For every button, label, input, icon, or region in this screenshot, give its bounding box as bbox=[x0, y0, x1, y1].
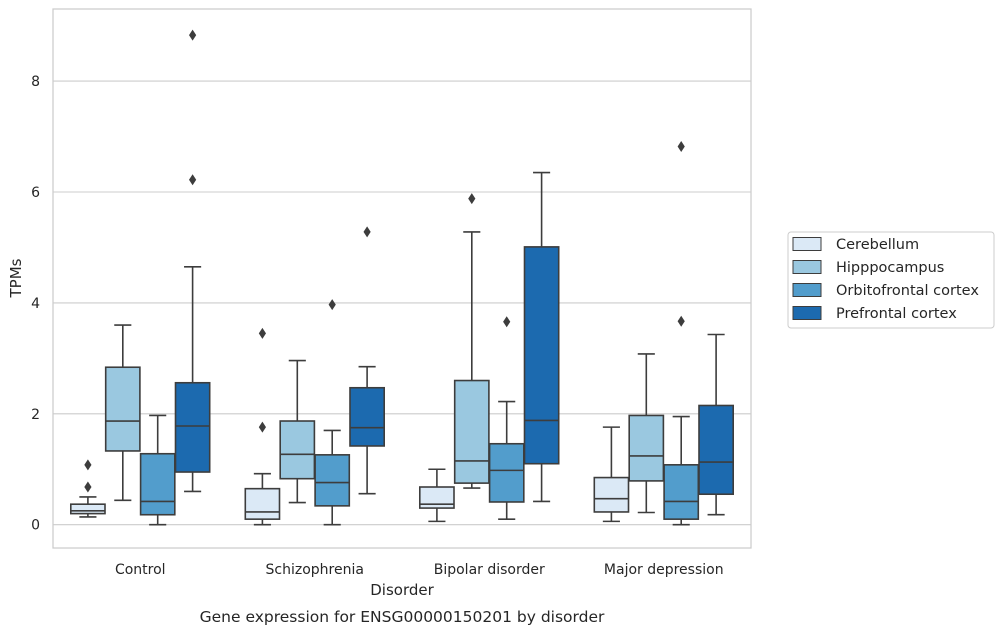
box-group bbox=[698, 333, 735, 516]
box-body bbox=[69, 503, 106, 515]
outlier-point bbox=[677, 315, 685, 327]
legend-label: Cerebellum bbox=[836, 237, 919, 253]
outlier-point bbox=[84, 459, 92, 471]
chart-caption: Gene expression for ENSG00000150201 by d… bbox=[200, 608, 605, 626]
outlier-point bbox=[677, 141, 685, 153]
legend: Cerebellum Hipppocampus Orbitofrontal cort… bbox=[787, 231, 995, 329]
outlier-point bbox=[84, 481, 92, 493]
box-body bbox=[698, 404, 735, 496]
legend-swatch bbox=[792, 306, 822, 320]
box-body bbox=[663, 464, 700, 520]
outlier-point bbox=[468, 193, 476, 205]
outlier-point bbox=[328, 299, 336, 311]
legend-frame bbox=[787, 231, 995, 329]
box-body bbox=[174, 381, 211, 473]
box-group bbox=[488, 316, 525, 520]
box-group bbox=[139, 414, 176, 526]
y-axis-label: TPMs bbox=[7, 258, 25, 298]
box-group bbox=[279, 359, 316, 504]
legend-label: Orbitofrontal cortex bbox=[836, 283, 979, 299]
y-tick-label: 0 bbox=[31, 518, 40, 534]
boxes bbox=[69, 29, 735, 526]
box-group bbox=[593, 426, 630, 523]
box-body bbox=[593, 476, 630, 513]
box-group bbox=[349, 226, 386, 495]
box-body bbox=[139, 452, 176, 516]
outlier-point bbox=[503, 316, 511, 328]
box-group bbox=[69, 459, 106, 518]
x-tick-labels: Control Schizophrenia Bipolar disorder Majo… bbox=[115, 562, 724, 578]
box-body bbox=[628, 414, 665, 482]
outlier-point bbox=[258, 327, 266, 339]
x-tick-label: Major depression bbox=[604, 562, 724, 578]
plot-frame bbox=[52, 8, 752, 549]
box-body bbox=[488, 442, 525, 503]
x-axis-label: Disorder bbox=[370, 581, 434, 599]
box-group bbox=[663, 141, 700, 526]
box-body bbox=[279, 420, 316, 480]
box-group bbox=[523, 171, 560, 503]
y-tick-label: 4 bbox=[31, 296, 40, 312]
y-tick-label: 6 bbox=[31, 185, 40, 201]
y-tick-label: 8 bbox=[31, 74, 40, 90]
legend-swatch bbox=[792, 260, 822, 274]
box-group bbox=[453, 193, 490, 489]
legend-label: Hipppocampus bbox=[836, 260, 944, 276]
x-tick-label: Schizophrenia bbox=[266, 562, 364, 578]
legend-swatch bbox=[792, 283, 822, 297]
grid-lines bbox=[53, 80, 751, 526]
outlier-point bbox=[363, 226, 371, 238]
y-tick-label: 2 bbox=[31, 407, 40, 423]
box-body bbox=[453, 379, 490, 484]
box-group bbox=[104, 324, 141, 502]
box-body bbox=[349, 386, 386, 447]
legend-swatch bbox=[792, 237, 822, 251]
box-body bbox=[523, 246, 560, 465]
x-tick-label: Bipolar disorder bbox=[434, 562, 545, 578]
box-group bbox=[174, 29, 211, 493]
outlier-point bbox=[189, 29, 197, 41]
outlier-point bbox=[189, 174, 197, 186]
box-body bbox=[418, 486, 455, 509]
box-body bbox=[244, 487, 281, 520]
x-tick-label: Control bbox=[115, 562, 166, 578]
box-group bbox=[628, 353, 665, 514]
outlier-point bbox=[258, 421, 266, 433]
box-group bbox=[418, 468, 455, 523]
box-body bbox=[314, 454, 351, 507]
box-body bbox=[104, 366, 141, 452]
y-tick-labels: 0 2 4 6 8 bbox=[31, 74, 40, 534]
box-group bbox=[314, 299, 351, 526]
box-group bbox=[244, 327, 281, 526]
legend-label: Prefrontal cortex bbox=[836, 306, 957, 322]
